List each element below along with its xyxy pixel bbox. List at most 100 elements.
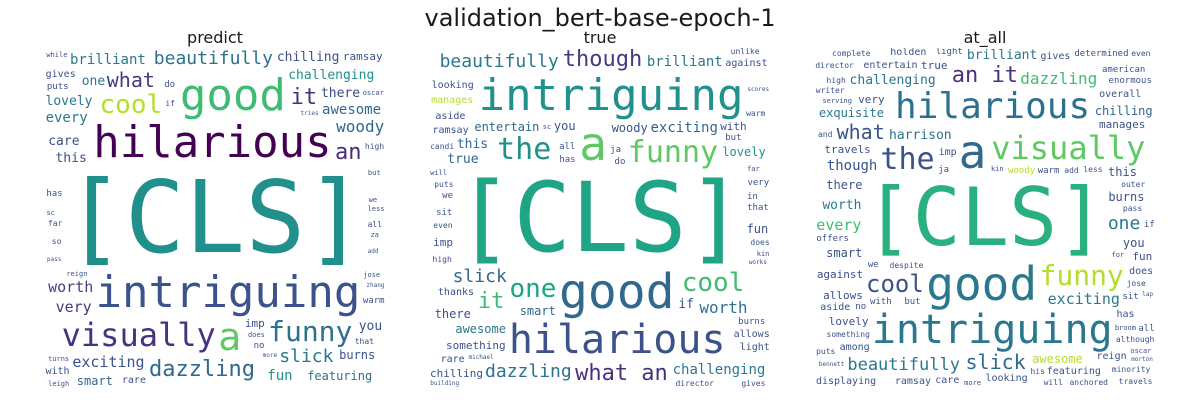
word-warm: warm — [746, 109, 766, 118]
word-scores: scores — [747, 86, 770, 94]
word-smart: smart — [76, 374, 113, 388]
word-if: if — [678, 297, 694, 313]
word-woody: woody — [611, 121, 648, 136]
word-visually: visually — [991, 129, 1146, 168]
word-ramsay: ramsay — [342, 49, 383, 63]
word-puts: puts — [434, 180, 454, 190]
word-worth: worth — [822, 197, 862, 213]
word-cool: cool — [99, 90, 163, 121]
word-intriguing: intriguing — [871, 306, 1113, 353]
word-leigh: leigh — [48, 379, 70, 388]
word-featuring: featuring — [307, 368, 373, 383]
word-care: care — [935, 375, 960, 387]
word-beautifully: beautifully — [847, 355, 960, 376]
word-lovely: lovely — [45, 94, 93, 110]
word-we: we — [867, 259, 879, 270]
word-this: this — [55, 150, 87, 166]
word-true: true — [920, 59, 948, 73]
word-jose: jose — [1126, 278, 1146, 288]
word-awesome: awesome — [322, 101, 382, 118]
word-gives: gives — [1040, 51, 1071, 63]
word-awesome: awesome — [1032, 351, 1083, 366]
word-does: does — [750, 237, 770, 247]
word-slick: slick — [279, 346, 334, 368]
word-imp: imp — [938, 147, 957, 159]
word-writer: writer — [815, 86, 845, 96]
word-very: very — [55, 297, 92, 316]
word-what: what — [106, 68, 155, 92]
word-every: every — [816, 215, 862, 234]
word-complete: complete — [832, 48, 871, 58]
word-hilarious: hilarious — [895, 86, 1091, 128]
panel-title-predict: predict — [187, 28, 243, 47]
word-zhang: zhang — [366, 281, 385, 289]
word-far: far — [47, 218, 63, 228]
word-even: even — [433, 220, 453, 230]
word-turns: turns — [48, 354, 70, 363]
word-but: but — [725, 133, 742, 144]
word-hilarious: hilarious — [93, 117, 332, 169]
word-good: good — [179, 70, 286, 122]
word-an-it: an it — [951, 62, 1018, 88]
word-lap: lap — [1142, 291, 1154, 299]
word-with: with — [869, 297, 892, 308]
word-do: do — [164, 79, 176, 90]
word-broom: broom — [1114, 323, 1136, 332]
word-a: a — [218, 315, 242, 360]
word-we: we — [368, 195, 378, 204]
word-warm: warm — [1037, 165, 1060, 176]
word-dazzling: dazzling — [1020, 69, 1098, 89]
word-building: building — [430, 380, 460, 387]
word-worth: worth — [48, 277, 94, 296]
word-does: does — [1129, 265, 1154, 277]
word-enormous: enormous — [1108, 76, 1152, 87]
word-has: has — [46, 189, 63, 200]
word-gives: gives — [741, 378, 766, 388]
word-funny: funny — [268, 314, 353, 348]
word-with: with — [45, 365, 70, 377]
word-what: what — [836, 120, 885, 145]
word-smart: smart — [826, 246, 863, 261]
word-morton: morton — [1131, 356, 1153, 364]
word-tries: tries — [300, 110, 319, 118]
word-more: more — [964, 379, 982, 388]
word-and: and — [817, 130, 833, 140]
word-something: something — [445, 339, 506, 353]
word-it: it — [477, 289, 505, 315]
word-warm: warm — [362, 296, 385, 307]
word-although: although — [1115, 335, 1155, 345]
word-american: american — [1102, 64, 1146, 75]
word-kin: kin — [756, 250, 770, 259]
word-add: add — [1064, 165, 1079, 175]
panel-title-true: true — [583, 28, 617, 47]
word-very: very — [747, 178, 770, 189]
word-one: one — [81, 73, 106, 89]
word-woody: woody — [1008, 165, 1036, 176]
word-unlike: unlike — [730, 48, 760, 57]
word-dazzling: dazzling — [485, 360, 572, 382]
word-less: less — [367, 205, 385, 214]
word-does: does — [247, 330, 265, 339]
word-cls: [CLS] — [864, 171, 1106, 264]
word-will: will — [430, 169, 448, 178]
word-sit: sit — [436, 207, 453, 218]
wordcloud-predict: [CLS] intriguing hilarious good a visually fun… — [45, 48, 385, 388]
word-challenging: challenging — [672, 362, 766, 379]
word-very: very — [858, 93, 885, 107]
word-even: even — [1131, 49, 1151, 59]
word-though: though — [826, 157, 878, 174]
word-travels: travels — [1118, 376, 1153, 386]
word-intriguing: intriguing — [478, 70, 744, 122]
word-with: with — [720, 120, 747, 134]
word-a: a — [579, 117, 607, 172]
word-this: this — [1108, 165, 1137, 180]
word-the: the — [880, 141, 935, 177]
word-all: all — [559, 142, 576, 153]
word-lovely: lovely — [828, 315, 869, 329]
word-challenging: challenging — [849, 73, 936, 89]
word-sit: sit — [1122, 291, 1139, 302]
word-imp: imp — [433, 235, 453, 249]
word-a: a — [958, 124, 987, 179]
word-woody: woody — [336, 117, 385, 137]
word-gives: gives — [45, 69, 76, 81]
